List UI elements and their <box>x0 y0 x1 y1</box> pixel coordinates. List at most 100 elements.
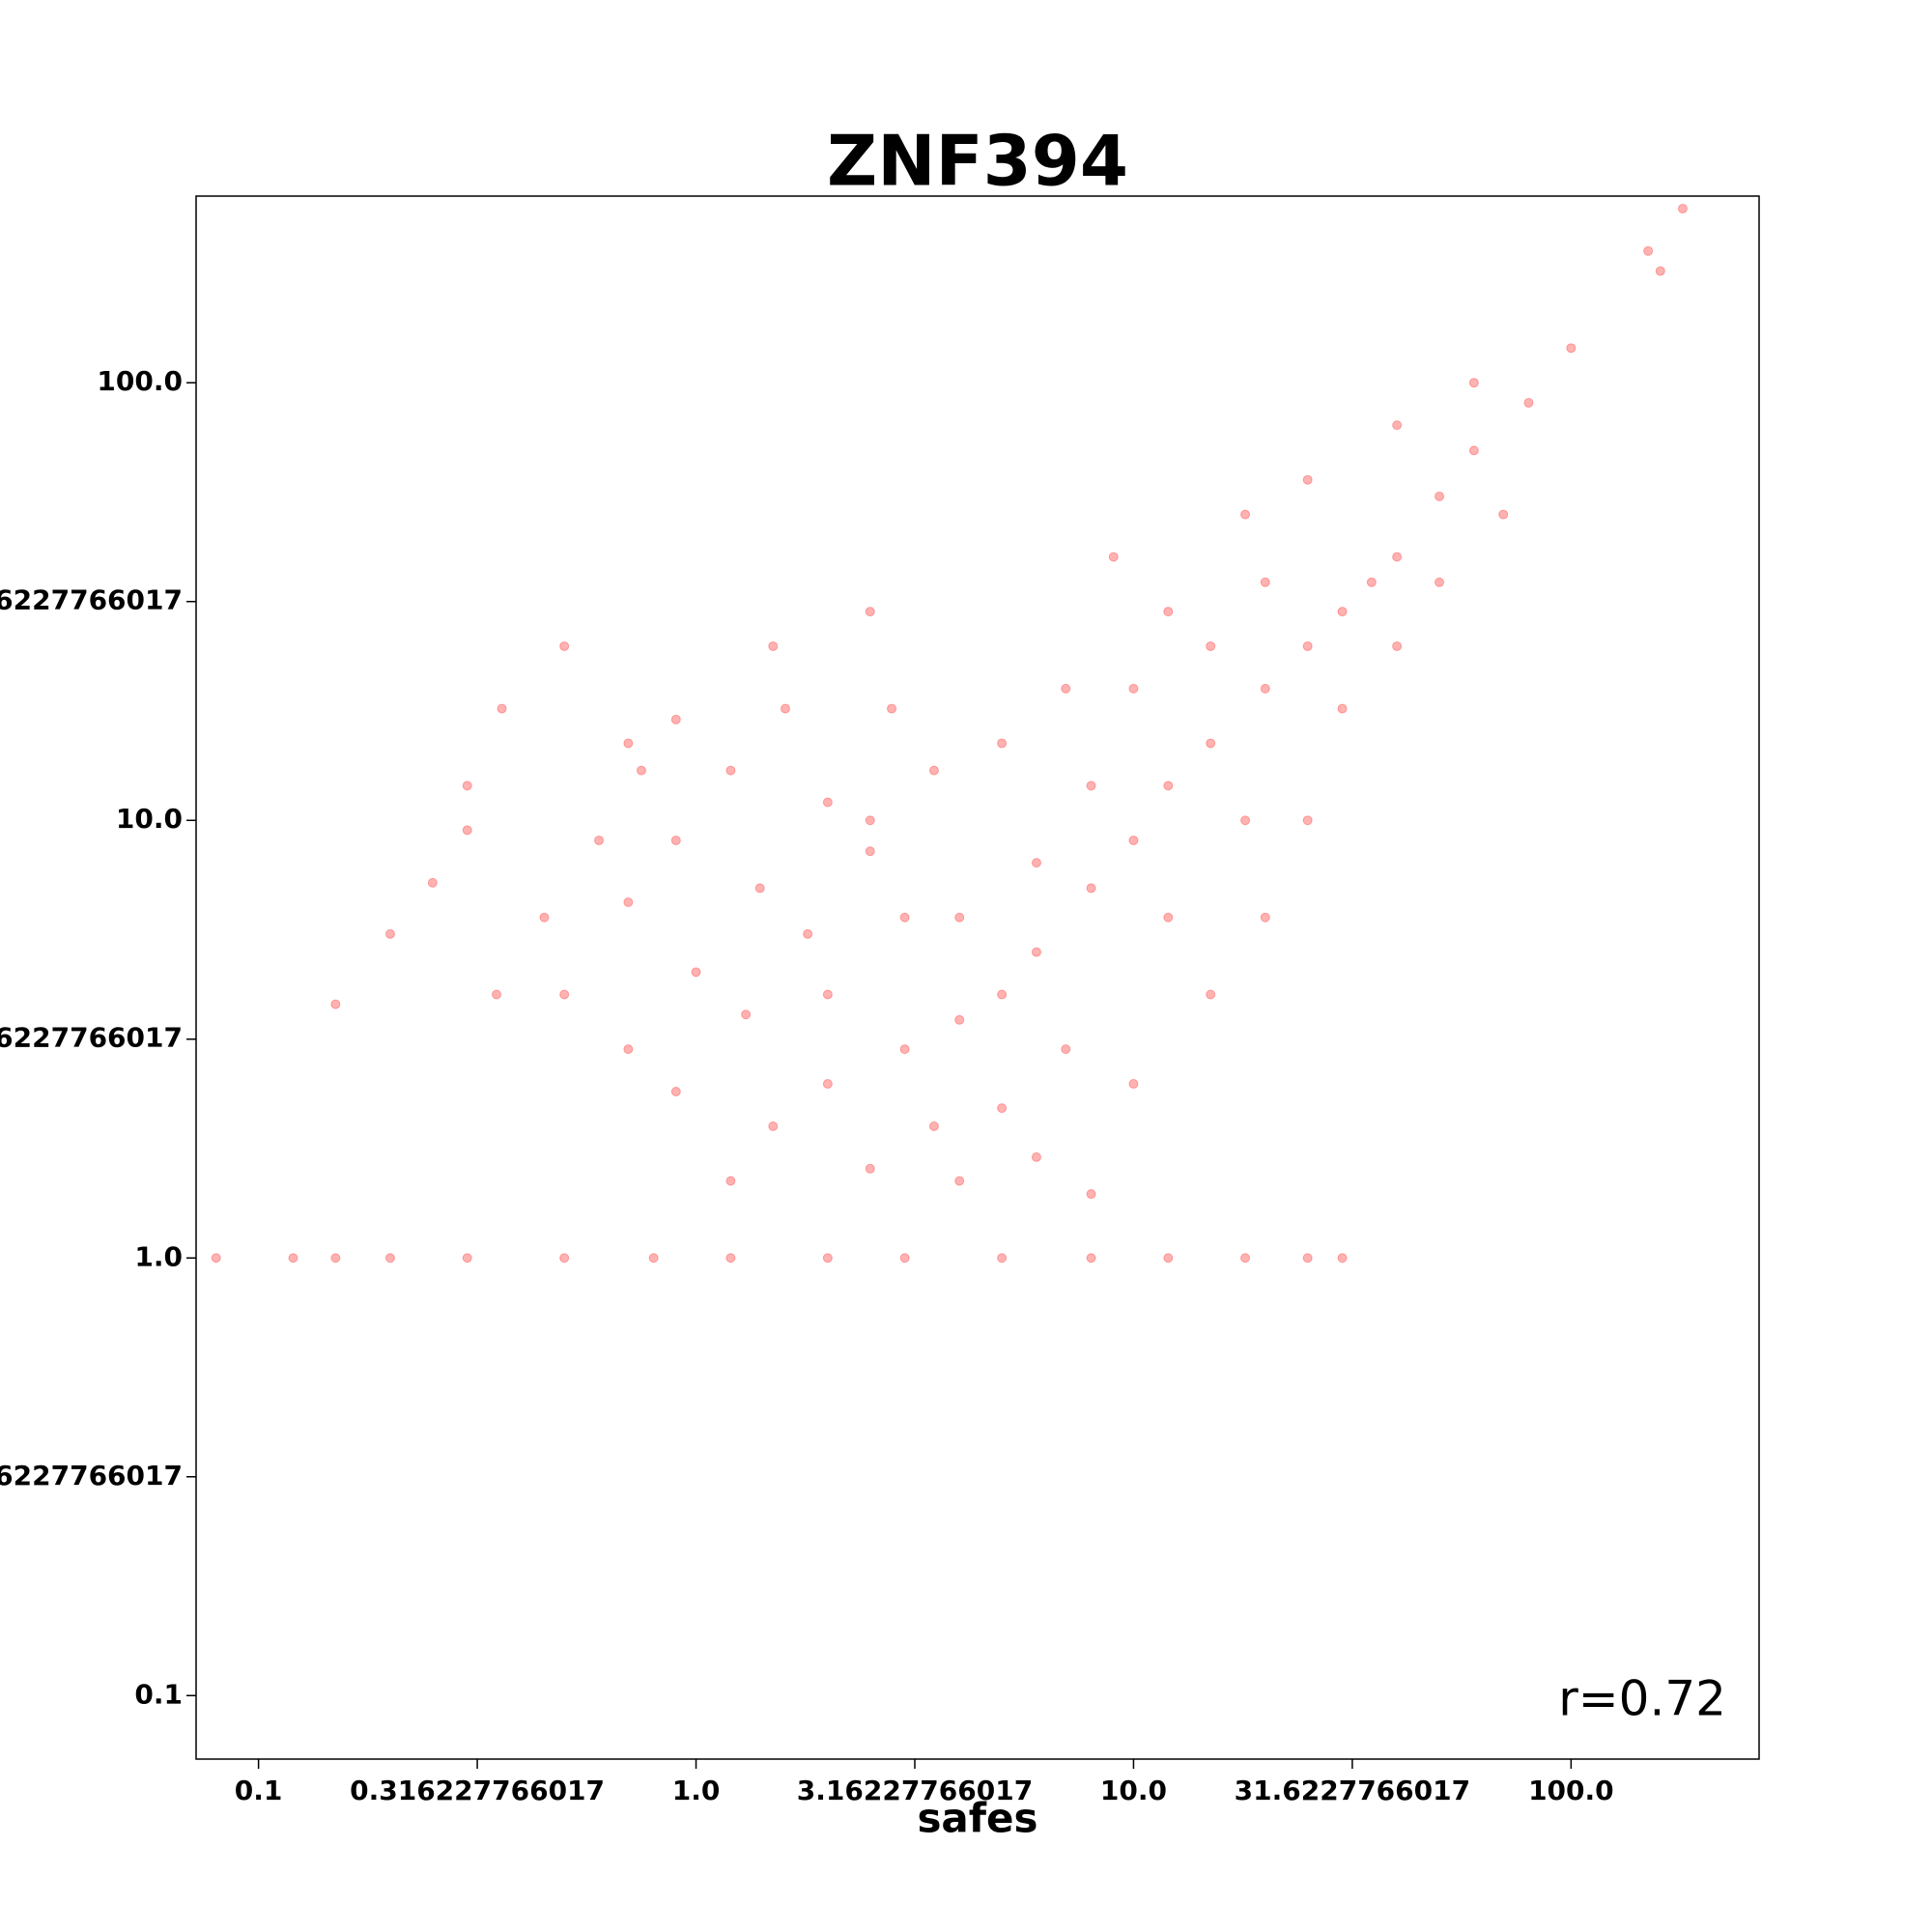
y-tick-label: 1.0 <box>134 1240 183 1272</box>
point <box>1061 1044 1071 1055</box>
point <box>725 765 736 776</box>
point <box>865 607 875 617</box>
point <box>865 1163 875 1174</box>
point <box>1655 266 1665 276</box>
point <box>1260 683 1270 694</box>
y-tick-label: 3.16227766017 <box>0 1022 183 1054</box>
point <box>594 835 605 845</box>
point <box>1366 577 1377 587</box>
point <box>623 896 634 907</box>
point <box>822 989 833 1000</box>
point <box>462 781 472 791</box>
point <box>997 1253 1008 1264</box>
y-tick-label: 31.6227766017 <box>0 584 183 616</box>
point <box>954 1014 965 1025</box>
point <box>1643 245 1654 256</box>
point <box>1031 947 1041 957</box>
x-tick-label: 100.0 <box>1528 1775 1614 1806</box>
x-tick-label: 0.316227766017 <box>350 1775 605 1806</box>
point <box>1206 989 1216 1000</box>
point <box>648 1253 659 1264</box>
point <box>1337 703 1348 714</box>
point <box>691 967 701 978</box>
annotation: r=0.72 <box>1558 1671 1726 1727</box>
point <box>1302 640 1313 651</box>
point <box>754 883 765 894</box>
point <box>462 825 472 836</box>
point <box>822 1253 833 1264</box>
point <box>1468 445 1479 456</box>
point <box>623 1044 634 1055</box>
point <box>1163 912 1174 923</box>
point <box>899 1253 910 1264</box>
point <box>1337 607 1348 617</box>
point <box>1260 577 1270 587</box>
point <box>1392 552 1403 562</box>
point <box>492 989 502 1000</box>
point <box>330 999 341 1009</box>
point <box>497 703 507 714</box>
point <box>1086 1189 1096 1200</box>
point <box>822 797 833 808</box>
point <box>1677 203 1688 213</box>
plot-frame <box>195 195 1760 1760</box>
point <box>384 928 395 939</box>
point <box>1163 607 1174 617</box>
point <box>780 703 790 714</box>
point <box>954 912 965 923</box>
point <box>1031 858 1041 868</box>
y-tick-label: 0.1 <box>134 1678 183 1710</box>
point <box>670 835 681 845</box>
x-tick-label: 31.6227766017 <box>1235 1775 1470 1806</box>
point <box>1128 1078 1139 1089</box>
x-tick-label: 10.0 <box>1100 1775 1167 1806</box>
point <box>1302 1253 1313 1264</box>
point <box>1240 815 1251 826</box>
point <box>725 1176 736 1186</box>
point <box>559 640 570 651</box>
x-tick-label: 1.0 <box>672 1775 721 1806</box>
point <box>539 912 550 923</box>
point <box>623 738 634 749</box>
point <box>865 846 875 857</box>
point <box>954 1176 965 1186</box>
y-tick-label: 10.0 <box>116 803 183 835</box>
y-tick-label: 100.0 <box>97 365 183 397</box>
point <box>928 765 939 776</box>
point <box>1468 378 1479 388</box>
y-tick-label: 0.316227766017 <box>0 1460 183 1492</box>
point <box>997 738 1008 749</box>
point <box>670 714 681 724</box>
point <box>928 1121 939 1131</box>
point <box>997 989 1008 1000</box>
point <box>997 1103 1008 1114</box>
point <box>636 765 646 776</box>
point <box>1435 491 1445 501</box>
point <box>1523 397 1534 408</box>
x-tick-label: 0.1 <box>235 1775 283 1806</box>
point <box>1163 1253 1174 1264</box>
point <box>1240 509 1251 520</box>
point <box>1302 815 1313 826</box>
point <box>211 1253 221 1264</box>
point <box>887 703 897 714</box>
point <box>1392 640 1403 651</box>
point <box>1206 738 1216 749</box>
point <box>1086 883 1096 894</box>
x-axis-label: safes <box>917 1795 1037 1842</box>
point <box>1302 474 1313 485</box>
point <box>1108 552 1119 562</box>
point <box>803 928 813 939</box>
point <box>768 1121 779 1131</box>
point <box>1128 835 1139 845</box>
point <box>1566 343 1577 354</box>
point <box>1337 1253 1348 1264</box>
point <box>427 877 438 888</box>
point <box>1086 1253 1096 1264</box>
point <box>1435 577 1445 587</box>
point <box>865 815 875 826</box>
point <box>768 640 779 651</box>
point <box>1206 640 1216 651</box>
point <box>462 1253 472 1264</box>
